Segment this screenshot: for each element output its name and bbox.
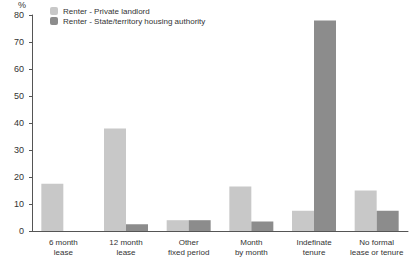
svg-text:Month: Month [240, 238, 262, 247]
svg-text:20: 20 [14, 172, 24, 182]
svg-text:70: 70 [14, 37, 24, 47]
svg-text:0: 0 [19, 226, 24, 236]
svg-text:40: 40 [14, 118, 24, 128]
svg-text:tenure: tenure [303, 248, 326, 257]
svg-text:%: % [18, 0, 26, 10]
svg-text:50: 50 [14, 91, 24, 101]
svg-text:lease: lease [54, 248, 74, 257]
svg-text:6 month: 6 month [49, 238, 78, 247]
svg-text:Other: Other [179, 238, 199, 247]
svg-text:lease or tenure: lease or tenure [350, 248, 404, 257]
svg-text:80: 80 [14, 10, 24, 20]
svg-text:12 month: 12 month [109, 238, 142, 247]
svg-text:60: 60 [14, 64, 24, 74]
svg-text:Renter - State/territory housi: Renter - State/territory housing authori… [63, 17, 205, 26]
svg-text:10: 10 [14, 199, 24, 209]
svg-text:by month: by month [235, 248, 268, 257]
svg-text:No formal: No formal [359, 238, 394, 247]
svg-text:Indefinate: Indefinate [296, 238, 332, 247]
svg-text:fixed period: fixed period [168, 248, 209, 257]
svg-text:lease: lease [116, 248, 136, 257]
svg-text:Renter - Private landlord: Renter - Private landlord [63, 7, 150, 16]
svg-text:30: 30 [14, 145, 24, 155]
